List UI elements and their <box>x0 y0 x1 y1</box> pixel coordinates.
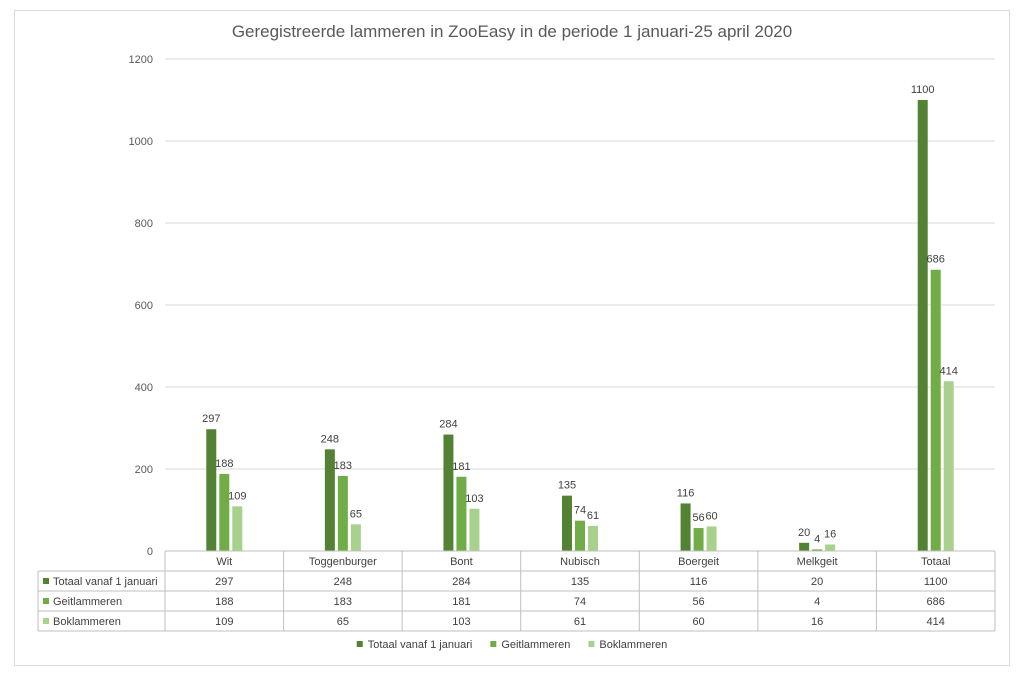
table-cell-value: 686 <box>927 596 945 608</box>
table-cell-value: 248 <box>334 576 352 588</box>
data-labels: 297 188 109 248 183 65 284 181 103 135 74 61 116 56 60… <box>202 84 958 545</box>
bar <box>337 475 348 551</box>
table-cell-value: 60 <box>692 616 704 628</box>
y-axis: 0 200 400 600 800 1000 1200 <box>129 54 153 558</box>
category-label: Bont <box>450 556 473 568</box>
data-label: 103 <box>465 493 483 505</box>
table-cell-value: 181 <box>452 596 470 608</box>
bar <box>943 381 954 551</box>
category-label: Totaal <box>921 556 950 568</box>
data-label: 16 <box>824 528 836 540</box>
table-cell-value: 61 <box>574 616 586 628</box>
bar <box>917 100 928 551</box>
table-cell-value: 65 <box>337 616 349 628</box>
table-cell-value: 183 <box>334 596 352 608</box>
data-label: 56 <box>692 512 704 524</box>
bar <box>930 269 941 551</box>
bar <box>562 495 572 551</box>
bar <box>469 508 480 551</box>
data-label: 297 <box>202 413 220 425</box>
table-cell-value: 4 <box>814 596 820 608</box>
table-cell-value: 414 <box>927 616 945 628</box>
category-label: Nubisch <box>560 556 600 568</box>
legend-key <box>588 641 595 647</box>
data-label: 183 <box>334 460 352 472</box>
bar <box>350 524 361 551</box>
table-cell-value: 103 <box>452 616 470 628</box>
bar <box>825 544 836 551</box>
y-tick-label: 200 <box>135 464 153 476</box>
legend-label: Totaal vanaf 1 januari <box>368 639 473 651</box>
bar <box>812 549 823 551</box>
y-tick-label: 800 <box>135 218 153 230</box>
category-label: Boergeit <box>678 556 719 568</box>
legend-label: Boklammeren <box>599 639 667 651</box>
y-tick-label: 0 <box>147 546 153 558</box>
bar <box>456 476 467 551</box>
data-table: Wit Toggenburger Bont Nubisch Boergeit Melkge… <box>37 550 996 632</box>
table-cell-value: 74 <box>574 596 586 608</box>
data-label: 20 <box>798 527 810 539</box>
legend-key <box>490 641 497 647</box>
data-label: 65 <box>350 508 362 520</box>
bar <box>706 526 717 551</box>
data-label: 61 <box>587 510 599 522</box>
data-label: 116 <box>677 487 695 499</box>
data-label: 284 <box>439 419 457 431</box>
data-label: 188 <box>215 458 233 470</box>
table-series-label: Totaal vanaf 1 januari <box>53 576 158 588</box>
legend: Totaal vanaf 1 januari Geitlammeren Boklam… <box>356 639 667 651</box>
y-tick-label: 400 <box>135 382 153 394</box>
bar <box>206 429 217 551</box>
bar <box>324 449 335 551</box>
data-label: 60 <box>705 510 717 522</box>
table-legend-key <box>43 598 49 604</box>
bar <box>799 542 810 551</box>
bar <box>232 506 243 551</box>
bar <box>219 473 230 551</box>
category-label: Melkgeit <box>797 556 838 568</box>
table-cell-value: 16 <box>811 616 823 628</box>
table-cell-value: 297 <box>215 576 233 588</box>
bar <box>693 528 704 551</box>
legend-label: Geitlammeren <box>501 639 570 651</box>
bar <box>588 525 598 551</box>
chart-title: Geregistreerde lammeren in ZooEasy in de… <box>232 22 792 41</box>
y-tick-label: 600 <box>135 300 153 312</box>
table-legend-key <box>43 618 49 624</box>
data-label: 181 <box>452 461 470 473</box>
table-legend-key <box>43 578 49 584</box>
data-label: 1100 <box>911 84 935 96</box>
y-tick-label: 1000 <box>129 136 153 148</box>
table-cell-value: 284 <box>452 576 470 588</box>
data-label: 74 <box>574 505 586 517</box>
bar <box>680 503 691 551</box>
table-cell-value: 20 <box>811 576 823 588</box>
table-cell-value: 56 <box>692 596 704 608</box>
bar <box>575 520 585 551</box>
table-cell-value: 109 <box>215 616 233 628</box>
gridlines <box>165 58 995 470</box>
y-tick-label: 1200 <box>129 54 153 66</box>
table-series-label: Boklammeren <box>53 616 121 628</box>
bar <box>443 434 454 551</box>
table-cell-value: 135 <box>571 576 589 588</box>
category-label: Toggenburger <box>309 556 377 568</box>
chart-frame <box>14 10 1010 666</box>
table-cell-value: 116 <box>690 576 708 588</box>
data-label: 414 <box>940 365 958 377</box>
table-cell-value: 188 <box>215 596 233 608</box>
table-series-label: Geitlammeren <box>53 596 122 608</box>
bars <box>206 100 954 551</box>
category-label: Wit <box>216 556 232 568</box>
data-label: 135 <box>558 480 576 492</box>
data-label: 109 <box>228 490 246 502</box>
data-label: 248 <box>321 433 339 445</box>
table-cell-value: 1100 <box>924 576 948 588</box>
legend-key <box>356 641 363 647</box>
data-label: 4 <box>814 533 820 545</box>
data-label: 686 <box>927 254 945 266</box>
